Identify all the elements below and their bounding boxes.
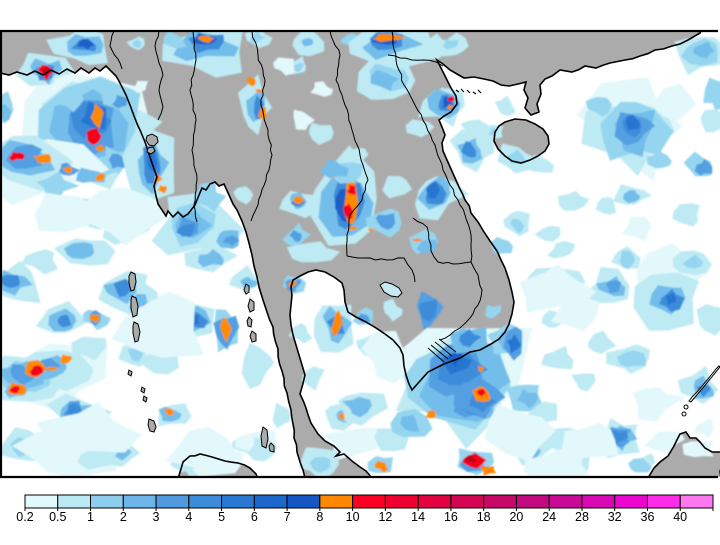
svg-text:5: 5 [218, 510, 225, 524]
svg-text:28: 28 [575, 510, 589, 524]
svg-text:32: 32 [608, 510, 622, 524]
svg-text:7: 7 [284, 510, 291, 524]
svg-text:24: 24 [542, 510, 556, 524]
svg-text:16: 16 [444, 510, 458, 524]
svg-text:6: 6 [251, 510, 258, 524]
svg-text:40: 40 [673, 510, 687, 524]
svg-text:10: 10 [346, 510, 360, 524]
svg-text:20: 20 [509, 510, 523, 524]
svg-text:14: 14 [411, 510, 425, 524]
svg-text:8: 8 [316, 510, 323, 524]
svg-text:1: 1 [87, 510, 94, 524]
svg-text:2: 2 [120, 510, 127, 524]
svg-text:0.2: 0.2 [16, 510, 33, 524]
svg-text:4: 4 [185, 510, 192, 524]
svg-text:3: 3 [153, 510, 160, 524]
svg-text:0.5: 0.5 [49, 510, 66, 524]
svg-text:12: 12 [378, 510, 392, 524]
svg-text:36: 36 [641, 510, 655, 524]
svg-text:18: 18 [477, 510, 491, 524]
